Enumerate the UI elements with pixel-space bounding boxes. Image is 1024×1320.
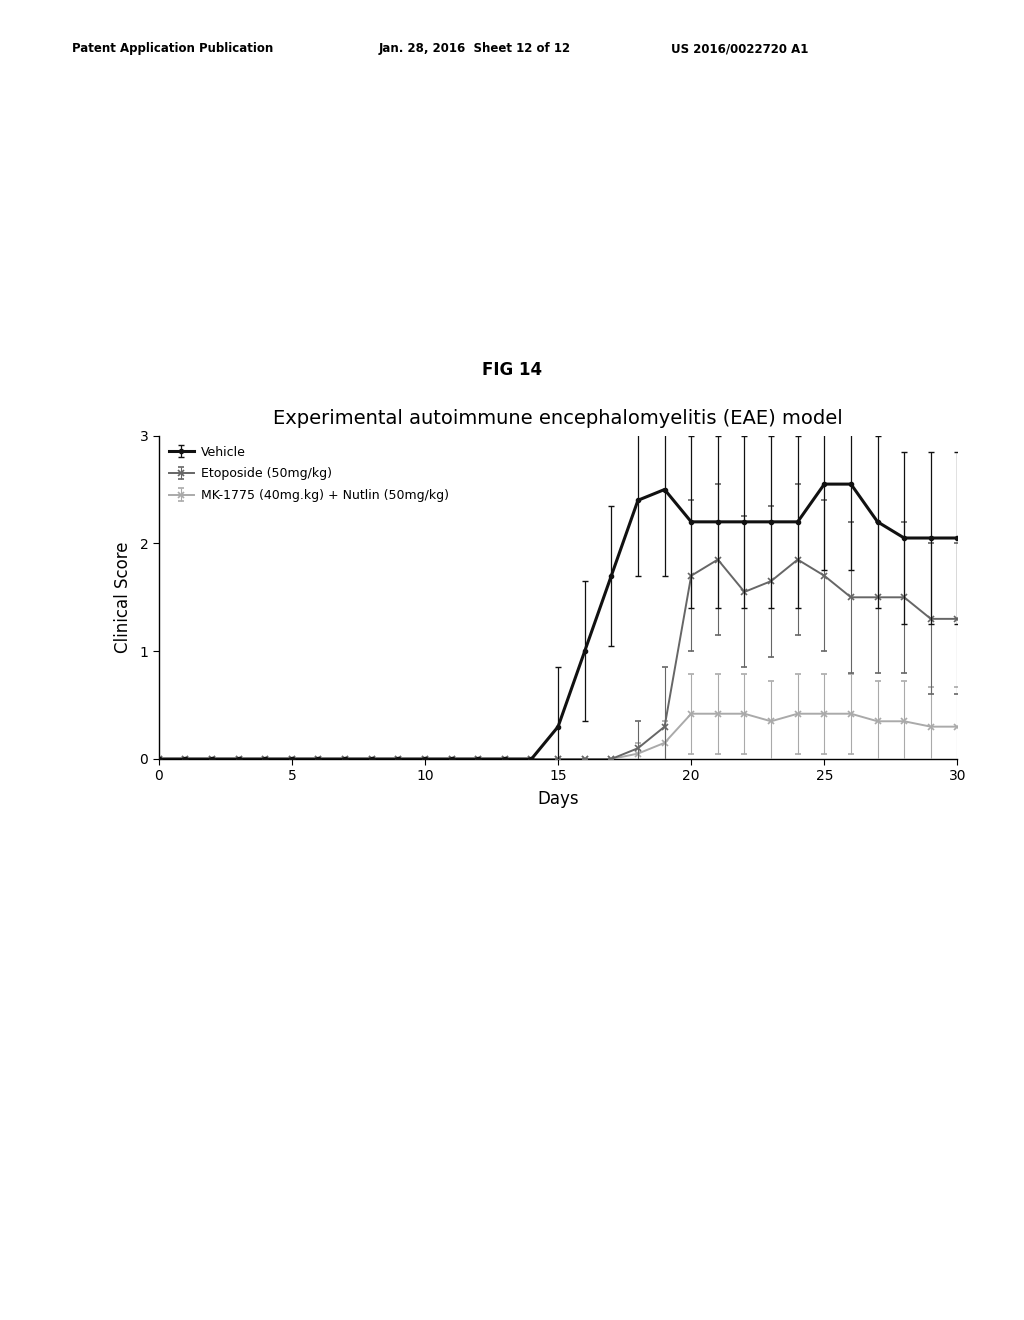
Text: US 2016/0022720 A1: US 2016/0022720 A1 [671,42,808,55]
Title: Experimental autoimmune encephalomyelitis (EAE) model: Experimental autoimmune encephalomyeliti… [273,409,843,429]
Text: Jan. 28, 2016  Sheet 12 of 12: Jan. 28, 2016 Sheet 12 of 12 [379,42,571,55]
Y-axis label: Clinical Score: Clinical Score [115,541,132,653]
Text: FIG 14: FIG 14 [482,360,542,379]
X-axis label: Days: Days [538,791,579,808]
Legend: Vehicle, Etoposide (50mg/kg), MK-1775 (40mg.kg) + Nutlin (50mg/kg): Vehicle, Etoposide (50mg/kg), MK-1775 (4… [165,442,453,506]
Text: Patent Application Publication: Patent Application Publication [72,42,273,55]
